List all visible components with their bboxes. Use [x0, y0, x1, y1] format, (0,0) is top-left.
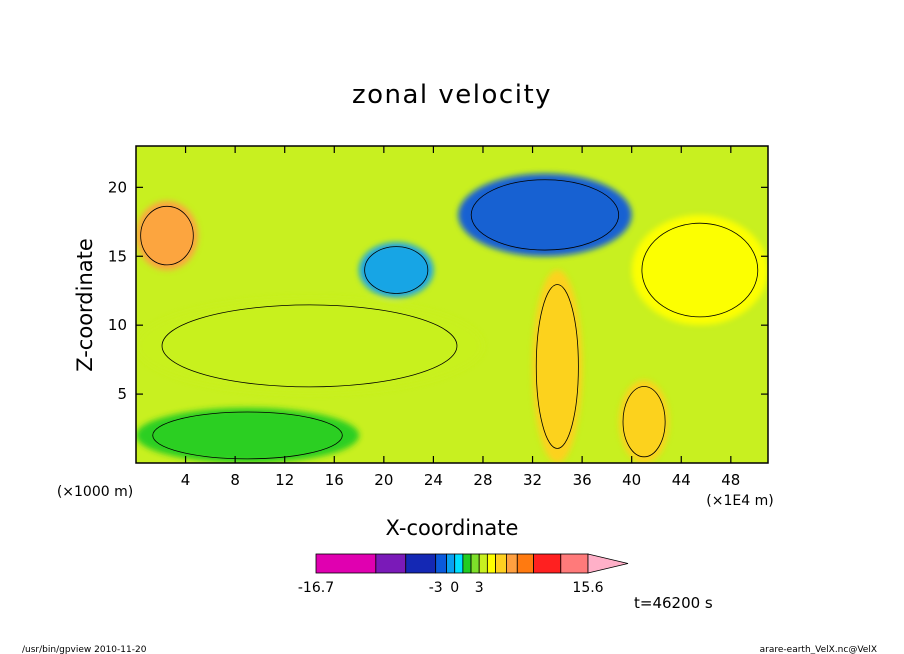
colorbar-segment — [315, 553, 377, 574]
colorbar-segment — [505, 553, 518, 574]
contour-line-3 — [152, 411, 343, 460]
x-tick-label: 28 — [473, 471, 492, 489]
colorbar-label: 0 — [450, 580, 459, 596]
colorbar-segment — [486, 553, 496, 574]
contour-line-7 — [641, 222, 759, 318]
colorbar-segment — [478, 553, 488, 574]
contour-line-1 — [470, 179, 620, 251]
region-6 — [619, 380, 669, 463]
contour-line-4 — [161, 304, 458, 388]
time-label: t=46200 s — [634, 594, 713, 612]
colorbar-label: -3 — [429, 580, 443, 596]
x-tick-label: 32 — [523, 471, 542, 489]
footer-left: /usr/bin/gpview 2010-11-20 — [22, 645, 147, 654]
colorbar-segment — [516, 553, 535, 574]
x-tick-label: 48 — [721, 471, 740, 489]
x-tick-label: 40 — [622, 471, 641, 489]
colorbar-segment — [446, 553, 456, 574]
footer-right: arare-earth_VelX.nc@VelX — [760, 645, 877, 654]
plot-area — [136, 146, 768, 463]
colorbar-label: 15.6 — [572, 580, 603, 596]
contour-line-0 — [140, 205, 194, 266]
colorbar-segment — [495, 553, 507, 574]
region-2 — [359, 242, 434, 298]
x-tick-label: 4 — [181, 471, 191, 489]
y-tick-label: 5 — [117, 385, 127, 403]
y-tick-label: 10 — [108, 316, 127, 334]
colorbar-segment — [560, 553, 589, 574]
y-axis-title: Z-coordinate — [73, 238, 97, 372]
region-3 — [136, 407, 360, 463]
contour-fill-layer — [136, 173, 768, 463]
colorbar-segment — [435, 553, 447, 574]
contour-line-6 — [622, 386, 666, 458]
region-7 — [631, 214, 768, 326]
x-unit-left: (×1000 m) — [57, 484, 133, 500]
colorbar-label: -16.7 — [298, 580, 334, 596]
colorbar-labels: -16.7 -3 0 3 15.6 — [298, 580, 604, 596]
colorbar-segment — [470, 553, 480, 574]
colorbar — [315, 553, 629, 574]
x-tick-label: 20 — [374, 471, 393, 489]
region-5 — [532, 270, 583, 463]
contour-line-2 — [364, 246, 429, 294]
colorbar-extension — [587, 553, 629, 574]
colorbar-segment — [533, 553, 562, 574]
contour-line-5 — [535, 284, 579, 449]
contour-line-layer — [140, 179, 759, 460]
x-tick-label: 12 — [275, 471, 294, 489]
chart-title: zonal velocity — [352, 80, 552, 110]
colorbar-segment — [454, 553, 464, 574]
colorbar-segment — [405, 553, 437, 574]
region-0 — [136, 201, 198, 271]
x-unit-right: (×1E4 m) — [706, 493, 773, 509]
x-axis: 4 8 12 16 20 24 28 32 36 40 44 48 — [181, 146, 740, 489]
x-tick-label: 16 — [325, 471, 344, 489]
colorbar-label: 3 — [475, 580, 484, 596]
y-tick-label: 15 — [108, 247, 127, 265]
x-tick-label: 8 — [230, 471, 240, 489]
x-tick-label: 44 — [672, 471, 691, 489]
x-axis-title: X-coordinate — [386, 516, 519, 540]
y-axis: 5 10 15 20 — [108, 178, 768, 403]
y-tick-label: 20 — [108, 178, 127, 196]
region-1 — [458, 173, 632, 257]
x-tick-label: 36 — [573, 471, 592, 489]
colorbar-segment — [462, 553, 472, 574]
colorbar-segment — [375, 553, 407, 574]
x-tick-label: 24 — [424, 471, 443, 489]
region-4 — [136, 297, 483, 395]
plot-frame — [135, 145, 769, 464]
